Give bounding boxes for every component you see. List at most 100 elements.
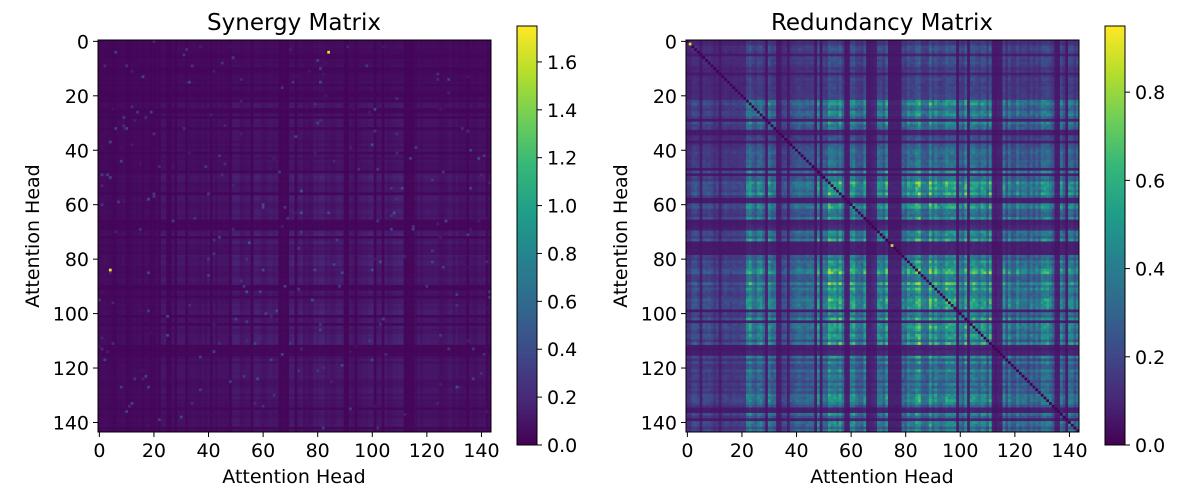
heatmap-cell (212, 75, 216, 79)
heatmap-cell (245, 45, 249, 49)
heatmap-cell (160, 127, 164, 131)
heatmap-cell (313, 80, 317, 84)
heatmap-cell (234, 45, 238, 49)
heatmap-cell (138, 89, 143, 93)
heatmap-cell (177, 91, 181, 95)
heatmap-cell (272, 94, 276, 98)
heatmap-cell (188, 91, 192, 95)
heatmap-cell (264, 48, 268, 52)
heatmap-cell (362, 129, 366, 133)
heatmap-cell (198, 121, 203, 125)
heatmap-cell (226, 83, 230, 87)
heatmap-cell (209, 83, 213, 87)
heatmap-cell (160, 72, 164, 76)
heatmap-cell (343, 64, 347, 68)
heatmap-cell (463, 56, 467, 60)
heatmap-cell (209, 45, 213, 49)
heatmap-cell (106, 45, 110, 49)
heatmap-cell (158, 94, 162, 98)
heatmap-cell (155, 97, 159, 101)
heatmap-cell (242, 105, 246, 109)
heatmap-cell (332, 56, 336, 60)
heatmap-cell (171, 45, 175, 49)
heatmap-cell (196, 78, 200, 82)
heatmap-cell (400, 61, 405, 65)
heatmap-cell (368, 64, 372, 68)
heatmap-cell (138, 94, 143, 98)
heatmap-cell (239, 53, 243, 57)
heatmap-cell (278, 102, 282, 106)
heatmap-cell (114, 50, 118, 54)
heatmap-cell (299, 61, 304, 65)
heatmap-cell (259, 121, 263, 125)
heatmap-cell (280, 72, 284, 76)
heatmap-cell (302, 56, 306, 60)
heatmap-cell (477, 50, 481, 54)
heatmap-cell (125, 118, 129, 123)
heatmap-cell (469, 110, 473, 114)
heatmap-cell (253, 102, 257, 106)
heatmap-cell (482, 72, 486, 76)
heatmap-cell (207, 129, 211, 133)
heatmap-cell (163, 89, 167, 93)
heatmap-cell (349, 94, 353, 98)
heatmap-cell (185, 102, 189, 106)
heatmap-cell (351, 78, 355, 82)
heatmap-cell (365, 94, 369, 98)
heatmap-cell (365, 91, 369, 95)
heatmap-cell (117, 105, 121, 109)
heatmap-cell (368, 91, 372, 95)
heatmap-cell (417, 53, 421, 57)
heatmap-cell (177, 124, 181, 128)
heatmap-cell (362, 42, 366, 46)
heatmap-cell (439, 113, 443, 117)
heatmap-cell (354, 83, 358, 87)
heatmap-cell (390, 69, 394, 74)
heatmap-cell (354, 86, 358, 90)
heatmap-cell (474, 42, 478, 46)
heatmap-cell (111, 64, 115, 68)
heatmap-cell (406, 78, 410, 82)
heatmap-cell (207, 59, 211, 63)
heatmap-cell (212, 45, 216, 49)
heatmap-cell (237, 45, 241, 49)
heatmap-cell (469, 99, 473, 103)
heatmap-cell (141, 132, 145, 136)
heatmap-cell (354, 80, 358, 84)
heatmap-cell (166, 80, 170, 84)
heatmap-cell (149, 94, 153, 98)
heatmap-cell (231, 86, 235, 90)
heatmap-cell (223, 110, 227, 114)
heatmap-cell (392, 59, 396, 63)
heatmap-cell (155, 124, 159, 128)
heatmap-cell (390, 78, 394, 82)
heatmap-cell (354, 45, 358, 49)
heatmap-cell (390, 89, 394, 93)
heatmap-cell (384, 94, 388, 98)
heatmap-cell (229, 61, 233, 65)
heatmap-cell (384, 99, 388, 103)
heatmap-cell (392, 94, 396, 98)
heatmap-cell (390, 127, 394, 131)
heatmap-cell (390, 108, 394, 112)
heatmap-cell (144, 97, 148, 101)
heatmap-cell (329, 80, 334, 84)
heatmap-cell (248, 127, 252, 131)
heatmap-cell (354, 116, 358, 120)
heatmap-cell (182, 94, 186, 98)
heatmap-cell (460, 121, 465, 125)
heatmap-cell (321, 97, 325, 101)
heatmap-cell (229, 99, 233, 103)
heatmap-cell (269, 50, 274, 54)
heatmap-cell (248, 99, 252, 103)
heatmap-cell (182, 69, 186, 74)
heatmap-cell (138, 132, 143, 136)
heatmap-cell (245, 64, 249, 68)
heatmap-cell (223, 64, 227, 68)
heatmap-cell (398, 75, 402, 79)
heatmap-cell (108, 56, 112, 60)
heatmap-cell (133, 61, 137, 65)
heatmap-cell (275, 75, 279, 79)
heatmap-cell (152, 56, 156, 60)
heatmap-cell (395, 110, 399, 114)
